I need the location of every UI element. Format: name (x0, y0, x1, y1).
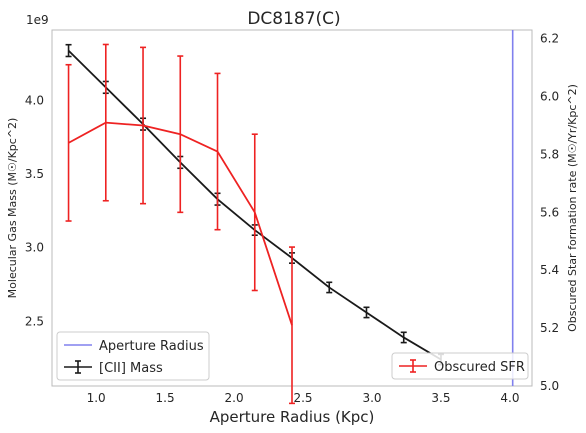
error-bar (65, 43, 72, 58)
x-tick-label: 2.5 (293, 391, 312, 405)
legend-sfr-label: Obscured SFR (434, 360, 525, 375)
x-tick-label: 4.0 (500, 391, 519, 405)
left-y-tick-label: 4.0 (25, 94, 44, 108)
right-y-axis-label: Obscured Star formation rate (M☉/Yr/Kpc^… (566, 84, 579, 332)
x-ticks: 1.0 1.5 2.0 2.5 3.0 3.5 4.0 (87, 391, 520, 405)
series-group (65, 43, 444, 405)
x-tick-label: 1.5 (156, 391, 175, 405)
left-y-axis-label: Molecular Gas Mass (M☉/Kpc^2) (6, 118, 19, 299)
legend-right-box (391, 352, 529, 380)
right-y-tick-label: 5.0 (540, 379, 559, 393)
x-tick-label: 1.0 (87, 391, 106, 405)
legend-cii-label: [CII] Mass (99, 361, 163, 376)
left-axis-offset-label: 1e9 (26, 13, 49, 27)
legend-left-box (56, 331, 210, 381)
right-y-tick-label: 6.0 (540, 90, 559, 104)
right-y-ticks: 5.0 5.2 5.4 5.6 5.8 6.0 6.2 (540, 32, 559, 393)
legend-left: Aperture Radius [CII] Mass (56, 331, 210, 381)
x-tick-label: 3.0 (362, 391, 381, 405)
legend-cii-swatch (64, 360, 92, 374)
right-y-tick-label: 5.4 (540, 263, 559, 277)
x-tick-label: 3.5 (431, 391, 450, 405)
right-y-tick-label: 6.2 (540, 32, 559, 46)
right-y-tick-label: 5.2 (540, 321, 559, 335)
series-obscured-sfr (65, 43, 295, 405)
legend-right: Obscured SFR (391, 352, 529, 380)
legend-aperture-label: Aperture Radius (99, 339, 204, 354)
left-y-tick-label: 3.0 (25, 241, 44, 255)
left-y-ticks: 2.5 3.0 3.5 4.0 (25, 94, 44, 329)
x-tick-label: 2.0 (225, 391, 244, 405)
x-axis-label: Aperture Radius (Kpc) (210, 408, 375, 426)
left-y-tick-label: 2.5 (25, 314, 44, 328)
legend-sfr-swatch (399, 359, 427, 373)
right-y-tick-label: 5.6 (540, 205, 559, 219)
series-line (68, 121, 293, 326)
chart-title: DC8187(C) (247, 9, 340, 29)
left-y-tick-label: 3.5 (25, 167, 44, 181)
right-y-tick-label: 5.8 (540, 147, 559, 161)
